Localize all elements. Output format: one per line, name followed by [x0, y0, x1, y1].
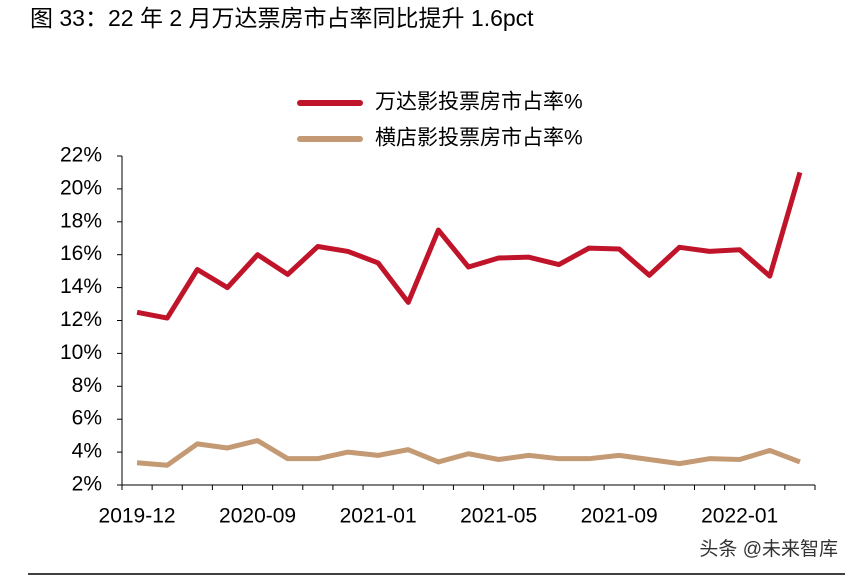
series-line — [136, 171, 803, 321]
x-tick-label: 2021-09 — [581, 505, 658, 528]
y-tick-label: 16% — [60, 242, 102, 265]
y-tick-label: 12% — [60, 308, 102, 331]
watermark: 头条 @未来智库 — [699, 538, 838, 560]
y-tick-label: 2% — [72, 473, 102, 496]
y-tick-label: 14% — [60, 275, 102, 298]
y-tick-label: 10% — [60, 341, 102, 364]
y-tick-label: 20% — [60, 176, 102, 199]
x-tick-label: 2022-01 — [701, 505, 778, 528]
y-tick-label: 22% — [60, 144, 102, 167]
y-tick-label: 18% — [60, 209, 102, 232]
y-tick-label: 4% — [72, 440, 102, 463]
series-line — [136, 438, 801, 468]
x-tick-label: 2019-12 — [99, 505, 176, 528]
y-tick-label: 8% — [72, 374, 102, 397]
chart-title: 图 33：22 年 2 月万达票房市占率同比提升 1.6pct — [30, 5, 534, 31]
legend-label: 万达影投票房市占率% — [375, 91, 583, 114]
x-tick-label: 2021-05 — [460, 505, 537, 528]
x-tick-label: 2020-09 — [219, 505, 296, 528]
legend-label: 横店影投票房市占率% — [375, 127, 583, 150]
x-tick-label: 2021-01 — [340, 505, 417, 528]
y-tick-label: 6% — [72, 407, 102, 430]
